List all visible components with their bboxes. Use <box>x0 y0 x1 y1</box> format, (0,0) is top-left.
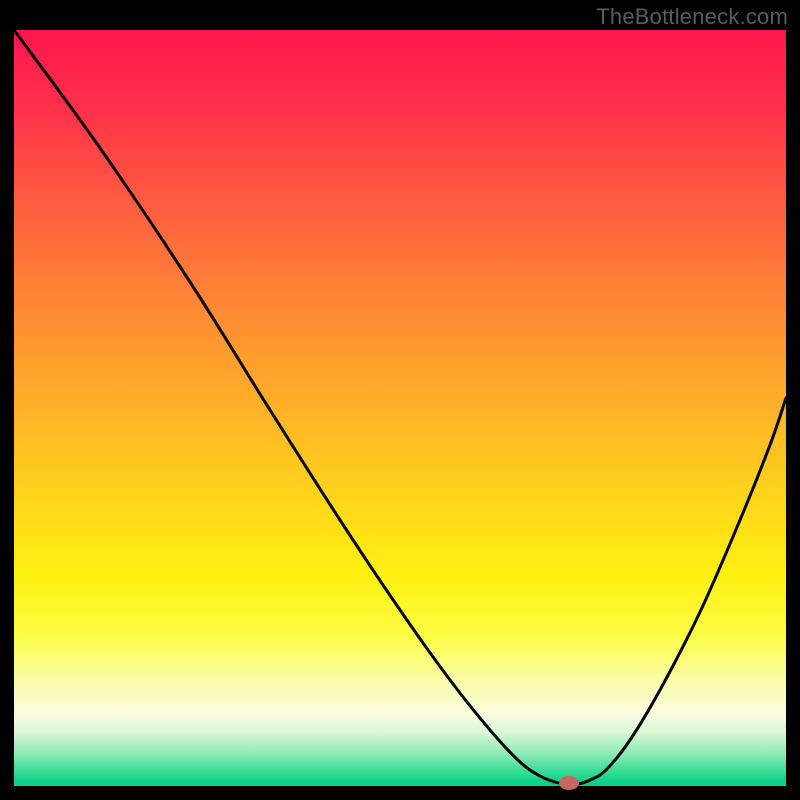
bottleneck-chart <box>0 0 800 800</box>
optimal-point-marker <box>559 776 579 790</box>
watermark-text: TheBottleneck.com <box>596 4 788 30</box>
